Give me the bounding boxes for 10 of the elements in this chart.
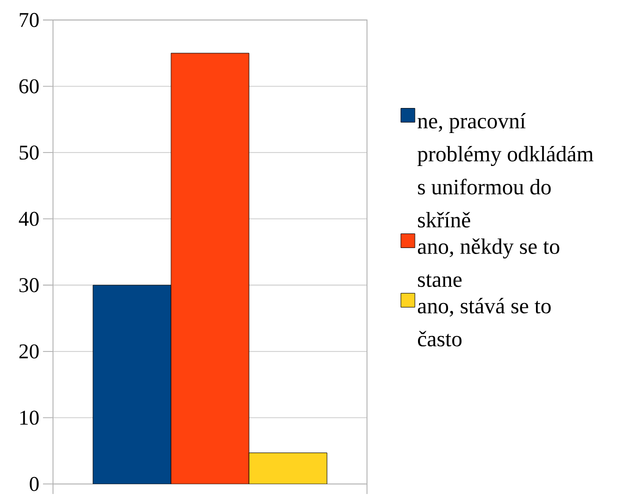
legend-label: ano, stává se to často: [418, 298, 551, 346]
y-tick-label: 50: [20, 145, 39, 160]
y-tick-label: 60: [19, 79, 39, 94]
y-tick-label: 70: [20, 12, 39, 28]
legend-label: ano, někdy se to stane: [418, 238, 560, 287]
y-tick-label: 20: [19, 344, 39, 358]
y-tick-label: 30: [19, 278, 39, 292]
y-tick-label: 10: [20, 410, 39, 425]
y-tick-label: 40: [18, 212, 39, 226]
y-tick-label: 0: [30, 476, 39, 492]
